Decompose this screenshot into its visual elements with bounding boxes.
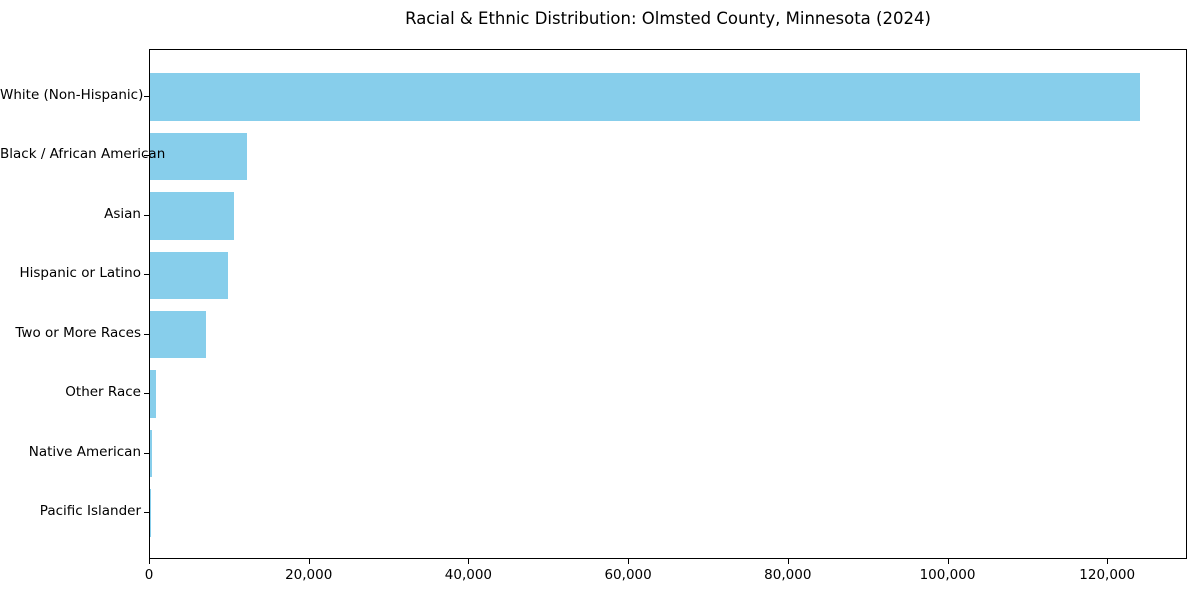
y-axis-label-hispanic-or-latino: Hispanic or Latino [19, 265, 141, 282]
y-tick [144, 452, 149, 454]
y-axis-label-two-or-more-races: Two or More Races [15, 324, 141, 341]
y-axis-label-asian: Asian [104, 205, 141, 222]
y-tick [144, 333, 149, 335]
bar-asian [150, 192, 234, 240]
x-tick [468, 559, 470, 564]
y-axis-label-native-american: Native American [28, 443, 141, 460]
bar-hispanic-or-latino [150, 251, 228, 300]
x-tick [628, 559, 630, 564]
x-tick-label-0: 0 [144, 567, 154, 583]
y-tick [144, 393, 149, 395]
y-axis-label-white-non-hispanic: White (Non-Hispanic) [0, 87, 144, 103]
x-tick-label-40000: 40,000 [444, 567, 493, 583]
bar-native-american [150, 429, 153, 478]
x-tick-label-80000: 80,000 [764, 567, 812, 583]
x-tick [1107, 559, 1109, 564]
y-axis-label-black-african-american: Black / African American [0, 146, 166, 163]
x-tick [947, 559, 949, 564]
y-axis-label-pacific-islander: Pacific Islander [39, 503, 141, 519]
x-tick [149, 559, 150, 564]
bar-two-or-more-races [150, 310, 206, 359]
chart-title: Racial & Ethnic Distribution: Olmsted Co… [405, 9, 931, 28]
y-tick [144, 512, 149, 513]
y-tick [144, 214, 149, 216]
x-tick-label-20000: 20,000 [285, 567, 333, 583]
y-tick [144, 96, 149, 97]
x-tick-label-100000: 100,000 [919, 567, 976, 583]
bar-black-african-american [150, 132, 248, 181]
bar-other-race [150, 370, 157, 418]
x-tick-label-120000: 120,000 [1079, 567, 1136, 583]
bar-pacific-islander [150, 489, 151, 537]
y-tick [144, 155, 149, 157]
x-tick-label-60000: 60,000 [604, 567, 652, 583]
plot-area [149, 49, 1187, 559]
x-tick [787, 559, 789, 564]
y-axis-label-other-race: Other Race [65, 384, 141, 401]
bar-white-non-hispanic [150, 73, 1141, 121]
y-tick [144, 274, 149, 276]
x-tick [308, 559, 310, 564]
